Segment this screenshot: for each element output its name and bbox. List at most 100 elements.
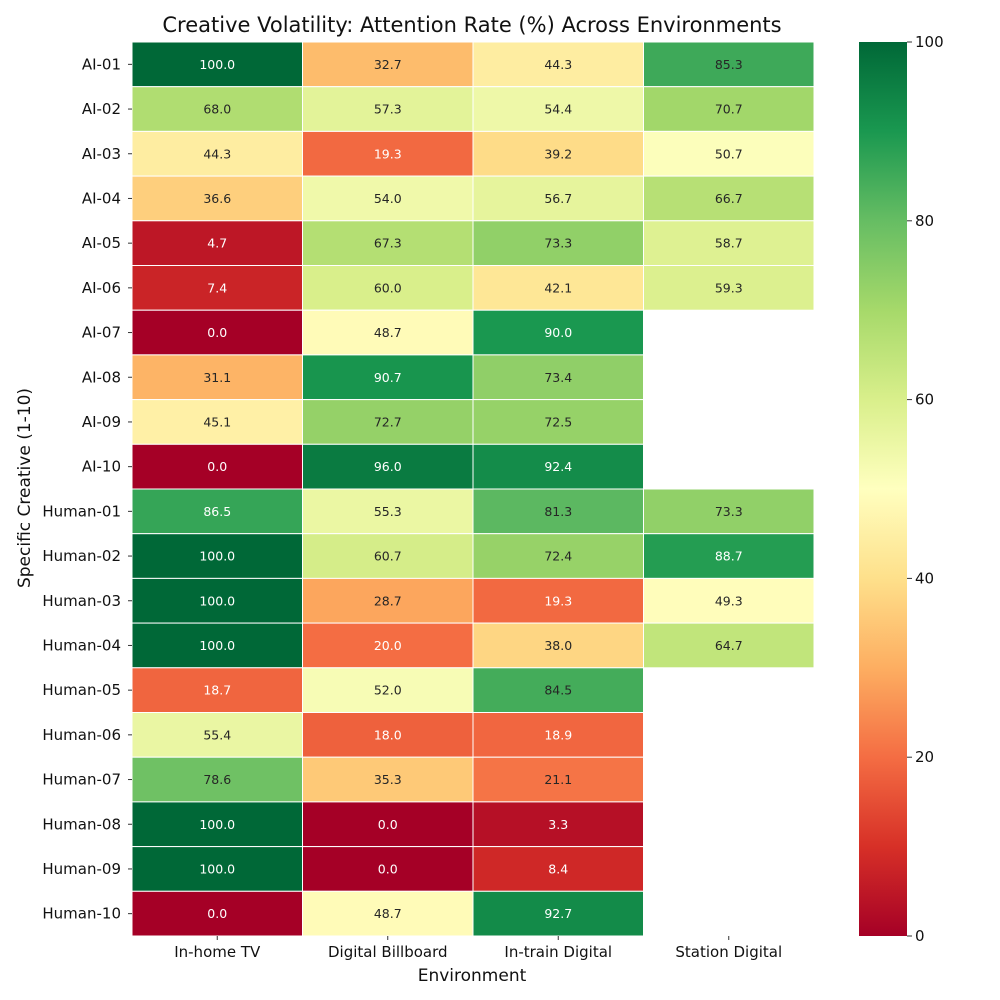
- cell-value-label: 90.0: [544, 325, 572, 340]
- heatmap-cell: [472, 354, 644, 401]
- heatmap-cell: [302, 622, 474, 669]
- heatmap-cell: [472, 488, 644, 535]
- cell-value-label: 0.0: [378, 817, 398, 832]
- cell-value-label: 100.0: [199, 817, 235, 832]
- heatmap-cells: 100.0 32.7 44.3 85.3 68.0 57.3 54.4 70.7 44.3 19.…: [131, 41, 815, 937]
- heatmap-cell: [302, 890, 474, 937]
- cell-value-label: 60.0: [374, 280, 402, 295]
- cell-value-label: 35.3: [374, 772, 402, 787]
- heatmap-cell: [472, 41, 644, 88]
- y-tick-label: Human-08: [42, 815, 121, 833]
- cell-value-label: 39.2: [544, 146, 572, 161]
- cell-value-label: 60.7: [374, 549, 402, 564]
- cell-value-label: 18.0: [374, 727, 402, 742]
- cell-value-label: 78.6: [203, 772, 231, 787]
- x-tick-label: Station Digital: [675, 943, 782, 961]
- y-tick-label: Human-10: [42, 905, 121, 923]
- colorbar-tick-label: 60: [915, 391, 934, 409]
- cell-value-label: 38.0: [544, 638, 572, 653]
- cell-value-label: 55.3: [374, 504, 402, 519]
- cell-value-label: 59.3: [715, 280, 743, 295]
- heatmap-cell: [131, 41, 303, 88]
- cell-value-label: 32.7: [374, 57, 402, 72]
- cell-value-label: 90.7: [374, 370, 402, 385]
- cell-value-label: 21.1: [544, 772, 572, 787]
- cell-value-label: 48.7: [374, 906, 402, 921]
- cell-value-label: 72.7: [374, 414, 402, 429]
- x-tick-label: In-train Digital: [504, 943, 612, 961]
- heatmap-cell: [472, 443, 644, 490]
- cell-value-label: 18.7: [203, 683, 231, 698]
- y-tick-label: AI-05: [82, 234, 121, 252]
- colorbar-ticks: 0 20 40 60 80 100: [907, 33, 944, 945]
- heatmap-cell: [131, 577, 303, 624]
- cell-value-label: 73.4: [544, 370, 572, 385]
- colorbar-tick-label: 100: [915, 33, 944, 51]
- heatmap-cell: [472, 577, 644, 624]
- x-tick-label: Digital Billboard: [328, 943, 448, 961]
- cell-value-label: 57.3: [374, 102, 402, 117]
- y-tick-label: AI-08: [82, 368, 121, 386]
- y-tick-label: Human-07: [42, 771, 121, 789]
- y-tick-label: AI-06: [82, 279, 121, 297]
- cell-value-label: 81.3: [544, 504, 572, 519]
- cell-value-label: 48.7: [374, 325, 402, 340]
- y-tick-label: AI-01: [82, 55, 121, 73]
- cell-value-label: 72.4: [544, 549, 572, 564]
- cell-value-label: 70.7: [715, 102, 743, 117]
- chart-title: Creative Volatility: Attention Rate (%) …: [162, 13, 781, 37]
- heatmap-cell: [472, 265, 644, 311]
- heatmap-cell: [302, 846, 474, 892]
- y-tick-label: Human-02: [42, 547, 121, 565]
- heatmap-cell: [472, 220, 644, 267]
- cell-value-label: 68.0: [203, 102, 231, 117]
- cell-value-label: 0.0: [207, 459, 227, 474]
- cell-value-label: 45.1: [203, 414, 231, 429]
- heatmap-cell: [302, 667, 474, 713]
- cell-value-label: 44.3: [203, 146, 231, 161]
- cell-value-label: 100.0: [199, 861, 235, 876]
- y-tick-label: Human-03: [42, 592, 121, 610]
- cell-value-label: 54.4: [544, 102, 572, 117]
- cell-value-label: 7.4: [207, 280, 227, 295]
- heatmap-cell: [302, 533, 474, 579]
- cell-value-label: 52.0: [374, 683, 402, 698]
- cell-value-label: 56.7: [544, 191, 572, 206]
- heatmap-cell: [302, 175, 474, 222]
- heatmap-cell: [131, 399, 303, 445]
- heatmap-cell: [643, 175, 815, 222]
- heatmap-cell: [472, 309, 644, 356]
- y-axis-label: Specific Creative (1-10): [15, 388, 35, 588]
- x-tick-label: In-home TV: [174, 943, 261, 961]
- cell-value-label: 31.1: [203, 370, 231, 385]
- heatmap-cell: [131, 756, 303, 803]
- cell-value-label: 92.7: [544, 906, 572, 921]
- cell-value-label: 72.5: [544, 414, 572, 429]
- cell-value-label: 19.3: [544, 593, 572, 608]
- cell-value-label: 8.4: [548, 861, 568, 876]
- heatmap-cell: [131, 265, 303, 311]
- heatmap-cell: [472, 801, 644, 848]
- heatmap-cell: [472, 846, 644, 892]
- cell-value-label: 96.0: [374, 459, 402, 474]
- heatmap-cell: [302, 220, 474, 267]
- cell-value-label: 67.3: [374, 236, 402, 251]
- heatmap-cell: [302, 488, 474, 535]
- heatmap-cell: [131, 309, 303, 356]
- cell-value-label: 28.7: [374, 593, 402, 608]
- cell-value-label: 54.0: [374, 191, 402, 206]
- heatmap-cell: [302, 130, 474, 177]
- heatmap-cell: [302, 443, 474, 490]
- y-tick-label: AI-09: [82, 413, 121, 431]
- cell-value-label: 3.3: [548, 817, 568, 832]
- y-tick-label: Human-06: [42, 726, 121, 744]
- cell-value-label: 100.0: [199, 549, 235, 564]
- colorbar-gradient: [859, 42, 907, 936]
- y-tick-label: AI-02: [82, 100, 121, 118]
- cell-value-label: 18.9: [544, 727, 572, 742]
- colorbar-tick-label: 40: [915, 569, 934, 587]
- colorbar: 0 20 40 60 80 100: [859, 33, 944, 945]
- y-tick-label: Human-01: [42, 502, 121, 520]
- cell-value-label: 100.0: [199, 593, 235, 608]
- heatmap-cell: [302, 41, 474, 88]
